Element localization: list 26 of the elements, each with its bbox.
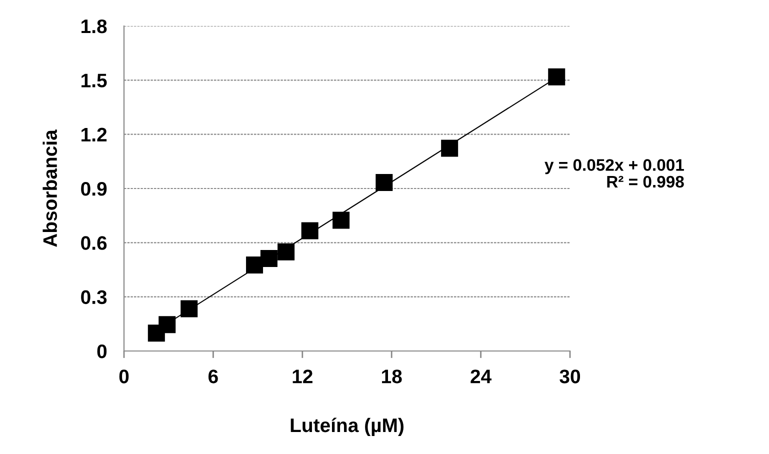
point [180, 300, 198, 318]
y-tick-label: 1.5 [82, 74, 107, 88]
point [278, 243, 295, 260]
x-tick-label: 18 [382, 370, 402, 384]
x-axis-title: Luteína (µM) [290, 418, 404, 436]
y-tick-label: 1.2 [82, 128, 107, 142]
x-tick-label: 12 [292, 370, 312, 384]
point [246, 256, 264, 274]
y-tick-label: 0.9 [81, 182, 107, 196]
y-tick-label: 1.8 [82, 19, 107, 34]
point [376, 174, 393, 192]
annotation: y = 0.052x + 0.001 R² = 0.998 [544, 159, 684, 188]
point [158, 316, 176, 334]
x-tick-label: 6 [208, 370, 218, 384]
x-tick-label: 24 [470, 370, 492, 384]
x-tick-label: 0 [119, 370, 129, 384]
x-tick-label: 30 [560, 370, 580, 384]
y-tick-label: 0.6 [81, 236, 107, 250]
point [332, 212, 350, 229]
y-axis-title: Absorbancia [42, 129, 58, 247]
point [548, 68, 566, 86]
point [441, 140, 458, 157]
point [301, 222, 318, 240]
y-tick-label: 0.3 [81, 290, 107, 304]
y-tick-label: 0 [97, 344, 107, 358]
point [260, 250, 278, 268]
